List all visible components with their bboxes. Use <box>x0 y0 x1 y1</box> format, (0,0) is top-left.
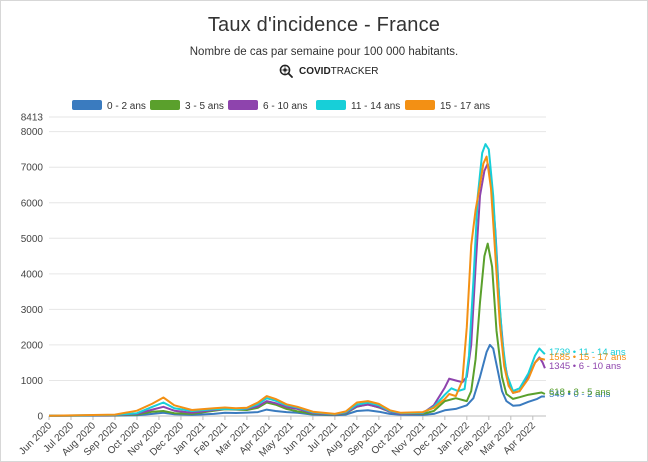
legend-swatch[interactable] <box>228 100 258 110</box>
series-end-label: 549 • 0 - 2 ans <box>549 389 611 400</box>
series-end-label: 1345 • 6 - 10 ans <box>549 361 621 372</box>
brand-light: TRACKER <box>330 65 379 77</box>
brand-strong: COVID <box>299 65 331 77</box>
series-end-label: 1739 • 11 - 14 ans <box>549 347 626 358</box>
legend-label[interactable]: 3 - 5 ans <box>185 101 224 112</box>
y-tick-label: 4000 <box>21 269 44 280</box>
series-line-1[interactable] <box>48 343 545 417</box>
y-tick-label: 2000 <box>21 340 44 351</box>
chart-title: Taux d'incidence - France <box>207 14 441 36</box>
y-tick-label: 6000 <box>21 198 44 209</box>
series-line-4[interactable] <box>48 143 546 417</box>
legend-swatch[interactable] <box>150 100 180 110</box>
y-tick-label: 7000 <box>21 163 44 174</box>
magnifier-virus-icon <box>279 64 293 78</box>
legend-swatch[interactable] <box>405 100 435 110</box>
legend-label[interactable]: 15 - 17 ans <box>440 101 490 112</box>
series-line-5[interactable] <box>48 155 546 417</box>
legend-swatch[interactable] <box>72 100 102 110</box>
chart-subtitle: Nombre de cas par semaine pour 100 000 h… <box>189 46 459 58</box>
series-line-3[interactable] <box>48 162 546 417</box>
y-tick-label: 5000 <box>21 234 44 245</box>
legend-label[interactable]: 6 - 10 ans <box>263 101 307 112</box>
series-end-label: 618 • 3 - 5 ans <box>549 387 611 398</box>
y-tick-label: 8000 <box>21 127 44 138</box>
y-max-label: 8413 <box>21 113 44 124</box>
y-tick-label: 1000 <box>21 376 44 387</box>
series-end-label: 1585 • 15 - 17 ans <box>549 352 627 363</box>
legend-label[interactable]: 0 - 2 ans <box>107 101 146 112</box>
legend-label[interactable]: 11 - 14 ans <box>351 101 400 112</box>
brand-logo: COVID TRACKER <box>279 63 378 79</box>
legend-swatch[interactable] <box>316 100 346 110</box>
y-tick-label: 0 <box>37 412 43 423</box>
y-tick-label: 3000 <box>21 305 44 316</box>
